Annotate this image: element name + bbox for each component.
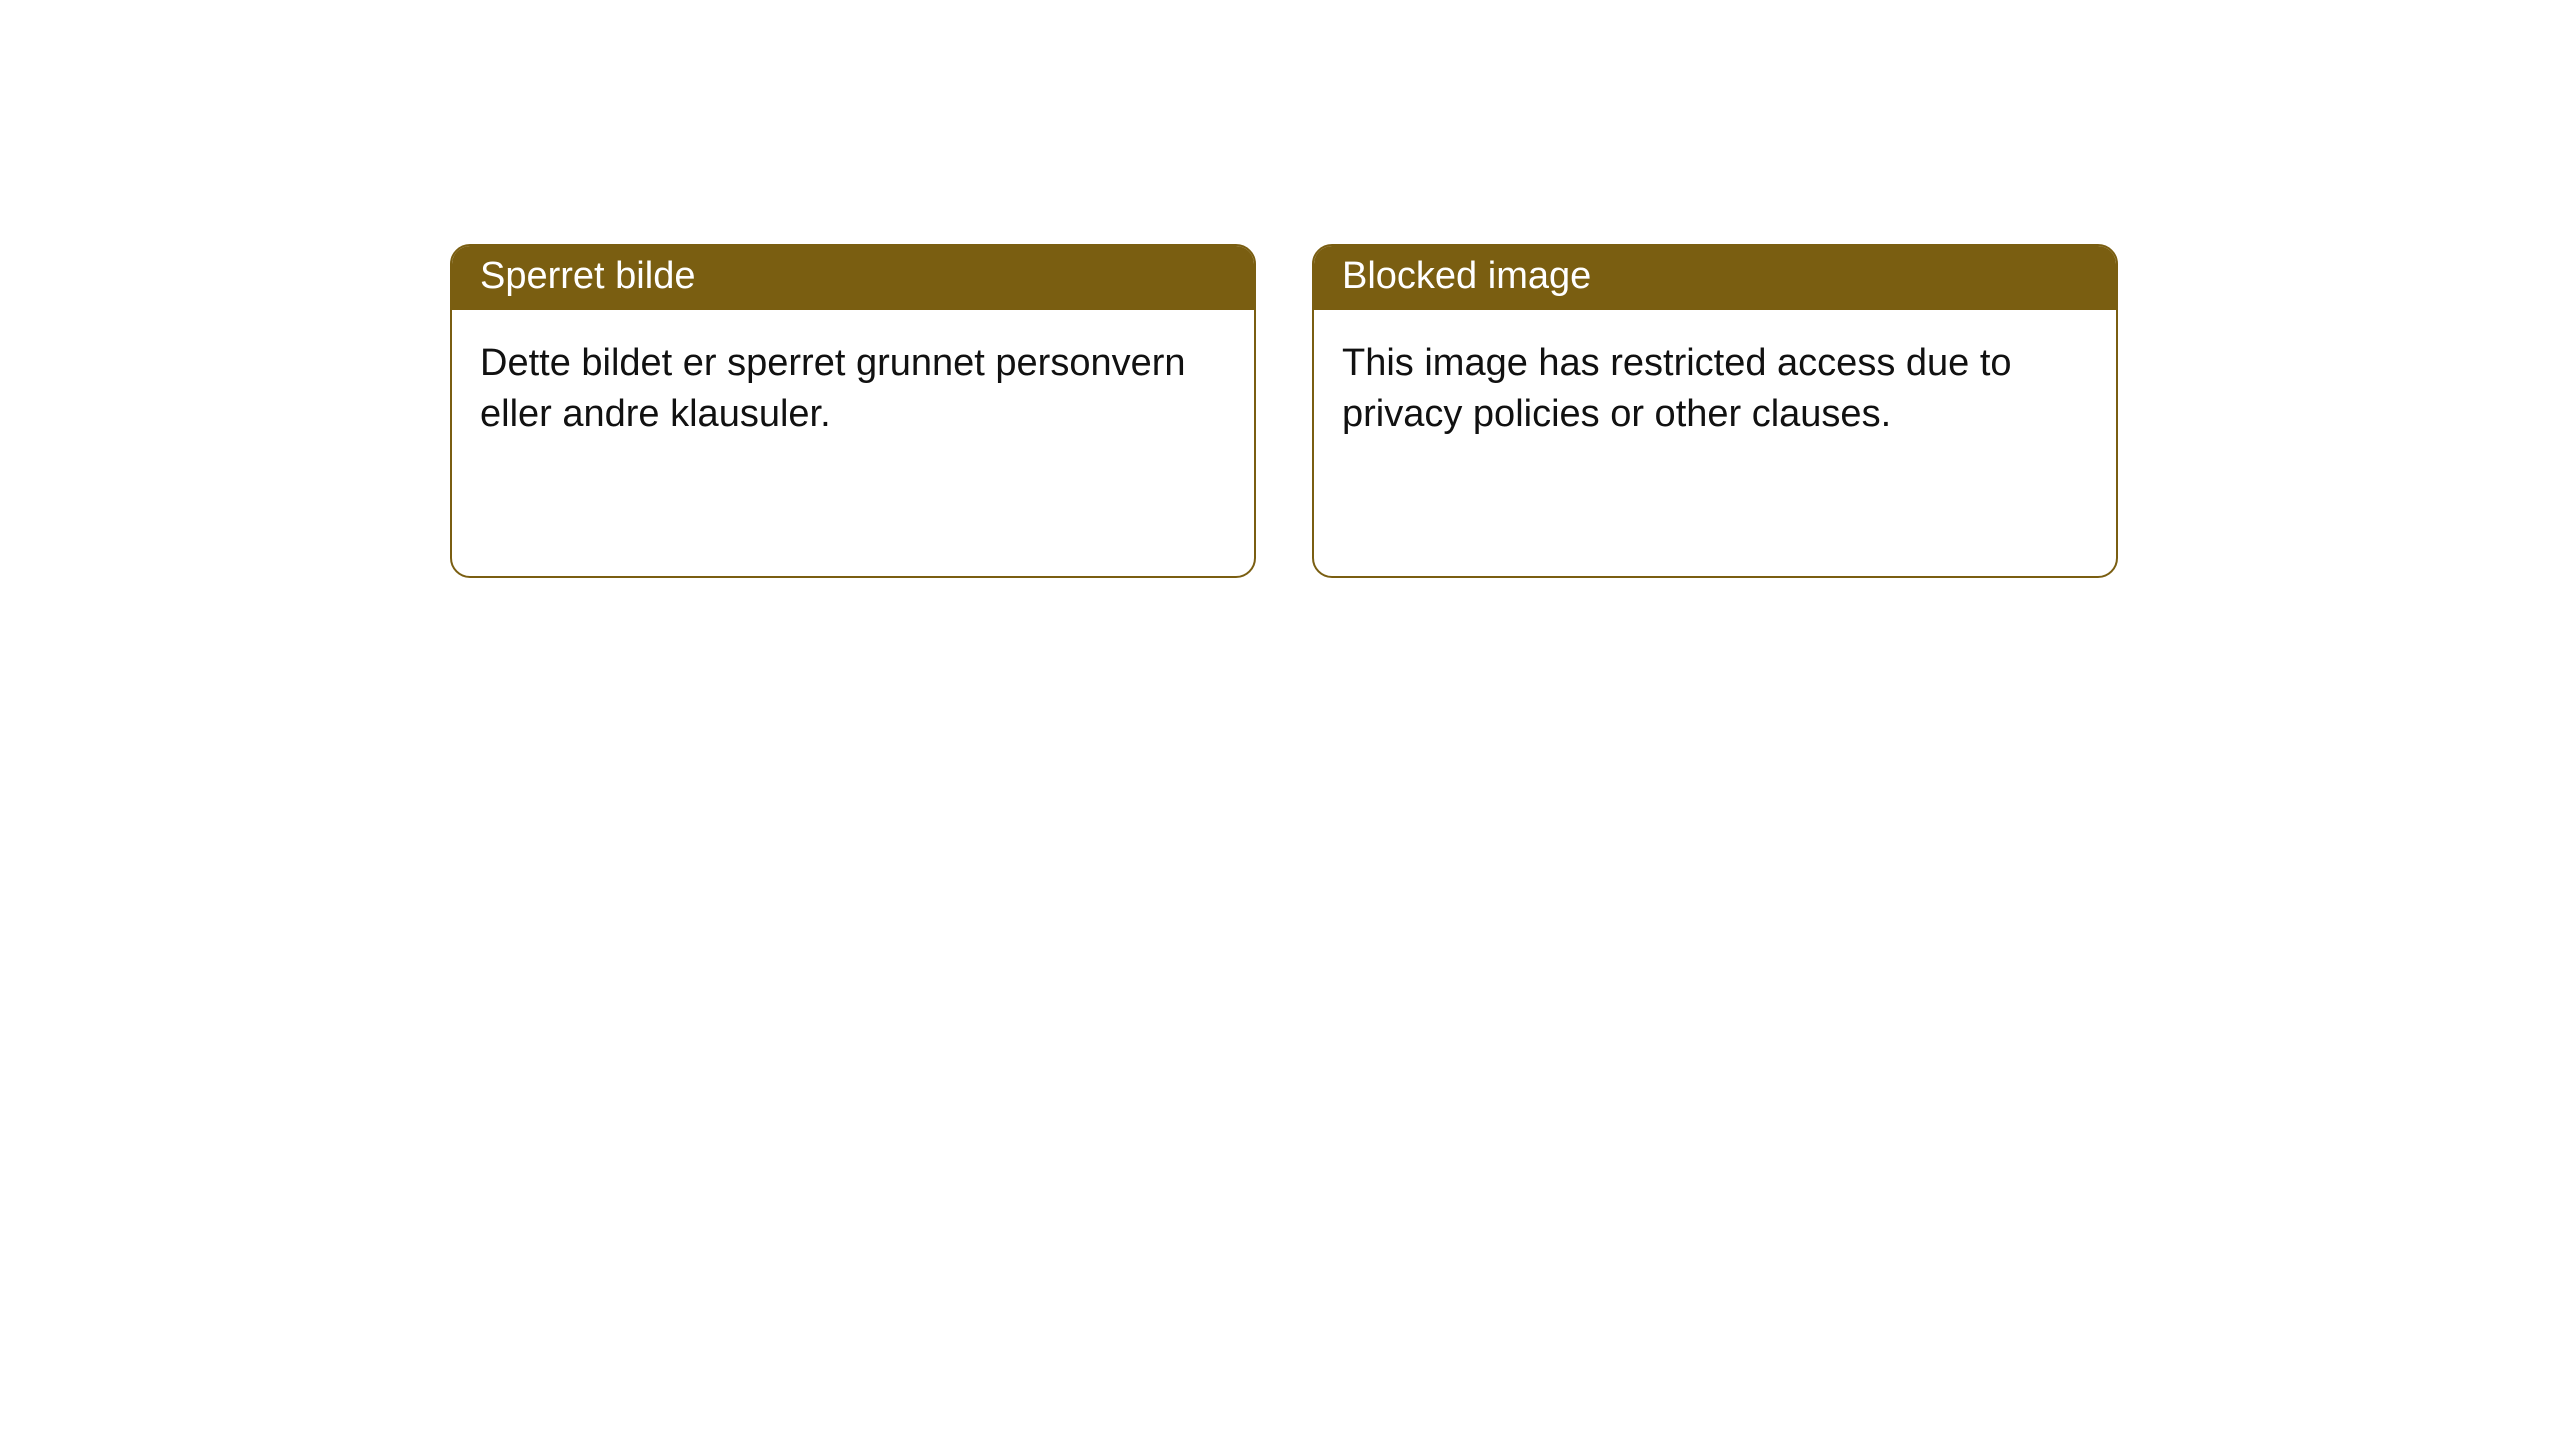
blocked-image-notice-no: Sperret bilde Dette bildet er sperret gr…: [450, 244, 1256, 578]
notice-title-no: Sperret bilde: [452, 246, 1254, 310]
notice-message-en: This image has restricted access due to …: [1314, 310, 2116, 469]
notice-container: Sperret bilde Dette bildet er sperret gr…: [450, 244, 2118, 578]
notice-message-no: Dette bildet er sperret grunnet personve…: [452, 310, 1254, 469]
notice-title-en: Blocked image: [1314, 246, 2116, 310]
blocked-image-notice-en: Blocked image This image has restricted …: [1312, 244, 2118, 578]
